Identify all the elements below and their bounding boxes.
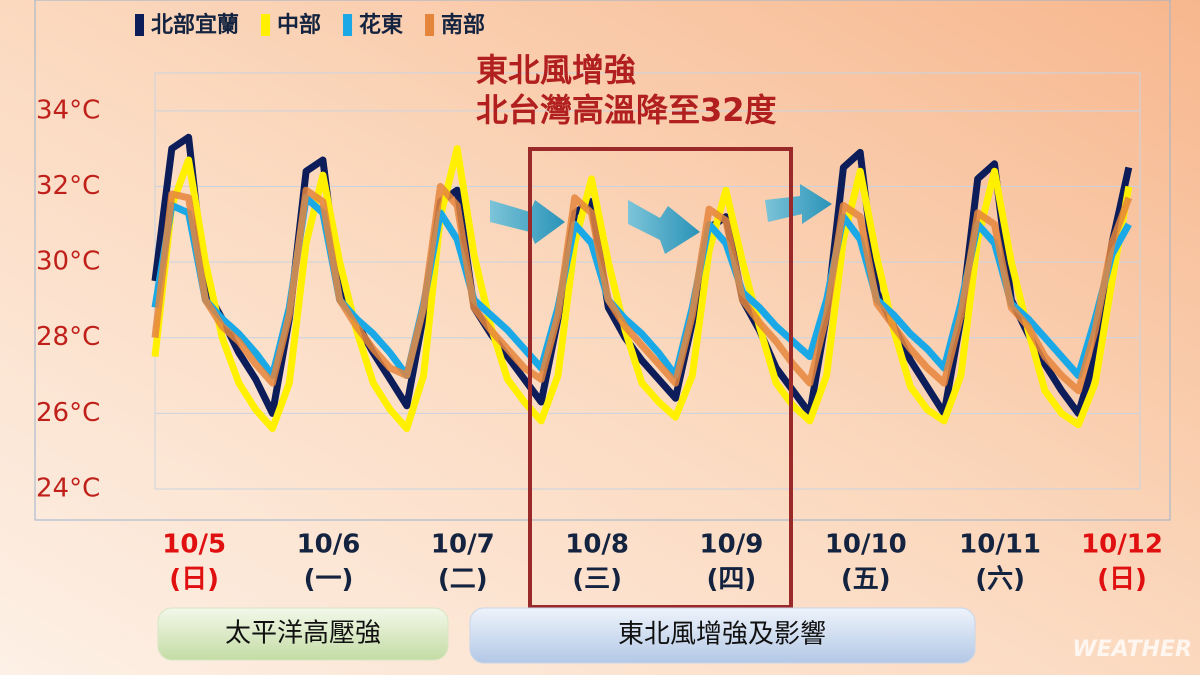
chart-frame xyxy=(34,0,1171,521)
x-tick-label: 10/9 xyxy=(700,530,764,560)
x-tick-label: 10/10 xyxy=(825,530,907,560)
x-tick-sublabel: (日) xyxy=(169,565,219,595)
x-tick-sublabel: (四) xyxy=(707,565,757,595)
x-tick-label: 10/7 xyxy=(431,530,495,560)
x-tick-sublabel: (一) xyxy=(304,565,354,595)
x-tick-label: 10/12 xyxy=(1081,530,1163,560)
y-tick-label: 24°C xyxy=(36,474,100,504)
y-tick-label: 28°C xyxy=(36,322,100,352)
arrow xyxy=(628,200,700,254)
highlight-box xyxy=(528,147,793,609)
y-tick-label: 34°C xyxy=(36,95,100,125)
x-tick-label: 10/8 xyxy=(565,530,629,560)
x-tick-label: 10/5 xyxy=(162,530,226,560)
x-tick-label: 10/6 xyxy=(297,530,361,560)
legend-label: 南部 xyxy=(441,12,485,38)
legend-swatch xyxy=(343,14,353,36)
legend-label: 花東 xyxy=(359,12,403,38)
x-tick-sublabel: (六) xyxy=(975,565,1025,595)
annotation: 東北風增強 xyxy=(476,51,636,89)
y-tick-label: 30°C xyxy=(36,247,100,277)
arrow xyxy=(490,200,565,244)
phase-pill xyxy=(157,607,449,661)
annotation: 北台灣高溫降至32度 xyxy=(476,91,777,129)
y-tick-label: 26°C xyxy=(36,398,100,428)
y-tick-label: 32°C xyxy=(36,171,100,201)
x-tick-sublabel: (日) xyxy=(1097,565,1147,595)
phase-pill xyxy=(469,607,976,664)
x-tick-label: 10/11 xyxy=(959,530,1041,560)
legend-swatch xyxy=(261,14,271,36)
legend-swatch xyxy=(135,14,144,36)
x-tick-sublabel: (二) xyxy=(438,565,488,595)
series-line xyxy=(151,183,1133,395)
watermark: WEATHER xyxy=(1072,637,1192,662)
legend-swatch xyxy=(425,14,435,36)
x-tick-sublabel: (三) xyxy=(572,565,622,595)
legend-label: 北部宜蘭 xyxy=(151,12,239,38)
x-tick-sublabel: (五) xyxy=(841,565,891,595)
arrow xyxy=(765,184,832,224)
phase-label: 東北風增強及影響 xyxy=(618,620,826,650)
phase-label: 太平洋高壓強 xyxy=(225,619,381,649)
legend-label: 中部 xyxy=(277,12,321,38)
